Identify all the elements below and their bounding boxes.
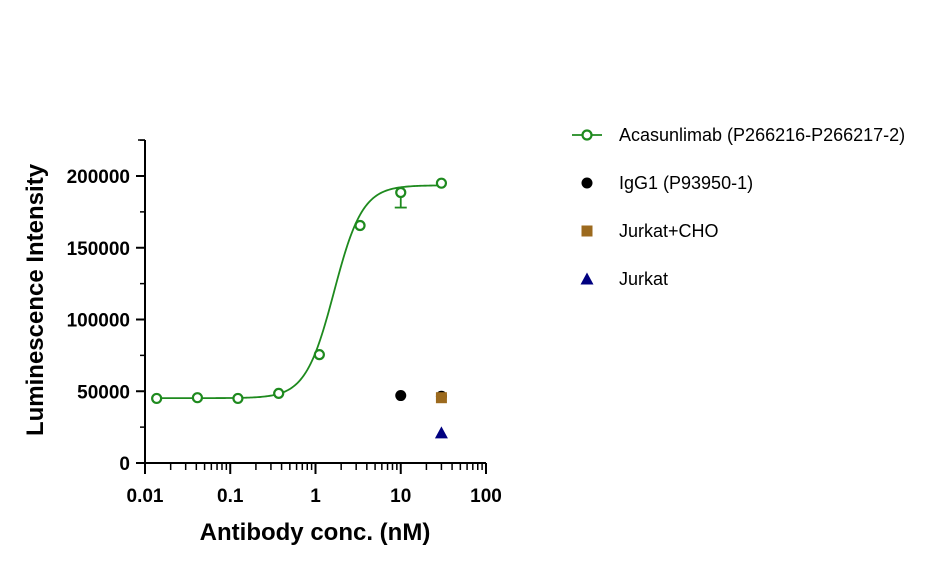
data-point-series-0 xyxy=(151,392,163,405)
x-tick-label: 10 xyxy=(390,486,411,507)
axes xyxy=(144,140,486,464)
data-point-series-0 xyxy=(435,177,448,189)
legend-marker xyxy=(581,129,593,141)
y-tick-label: 200000 xyxy=(67,167,130,188)
x-tick-label: 1 xyxy=(310,486,321,507)
data-point-series-1 xyxy=(395,390,407,402)
legend-label: IgG1 (P93950-1) xyxy=(619,173,753,193)
legend: Acasunlimab (P266216-P266217-2) IgG1 (P93… xyxy=(572,125,905,289)
data-point-series-0 xyxy=(232,392,244,405)
legend-label: Jurkat+CHO xyxy=(619,221,719,241)
data-point-series-0 xyxy=(354,219,366,232)
x-axis-title: Antibody conc. (nM) xyxy=(200,519,431,546)
plot-area xyxy=(151,177,448,439)
y-tick-label: 50000 xyxy=(77,382,130,403)
legend-marker xyxy=(581,225,593,237)
data-point-series-0 xyxy=(273,387,285,400)
data-point-series-0 xyxy=(395,186,407,199)
legend-label: Jurkat xyxy=(619,269,668,289)
fit-curve-acasunlimab xyxy=(156,184,442,400)
legend-marker xyxy=(581,177,593,189)
legend-marker xyxy=(580,272,594,285)
data-point-series-0 xyxy=(191,392,204,404)
data-point-series-3 xyxy=(434,426,448,439)
y-tick-label: 100000 xyxy=(67,311,130,332)
x-tick-label: 0.1 xyxy=(217,486,244,507)
legend-label: Acasunlimab (P266216-P266217-2) xyxy=(619,125,905,145)
data-point-series-0 xyxy=(313,349,325,361)
x-ticks: 0.01 0.1 1 10 100 xyxy=(127,463,502,507)
y-axis-title: Luminescence Intensity xyxy=(22,163,49,436)
y-tick-label: 150000 xyxy=(67,239,130,260)
x-tick-label: 100 xyxy=(470,486,502,507)
data-point-series-2 xyxy=(435,392,447,404)
y-tick-label: 0 xyxy=(119,454,130,475)
y-ticks: 0 50000 100000 150000 200000 xyxy=(67,139,145,475)
x-tick-label: 0.01 xyxy=(127,486,164,507)
